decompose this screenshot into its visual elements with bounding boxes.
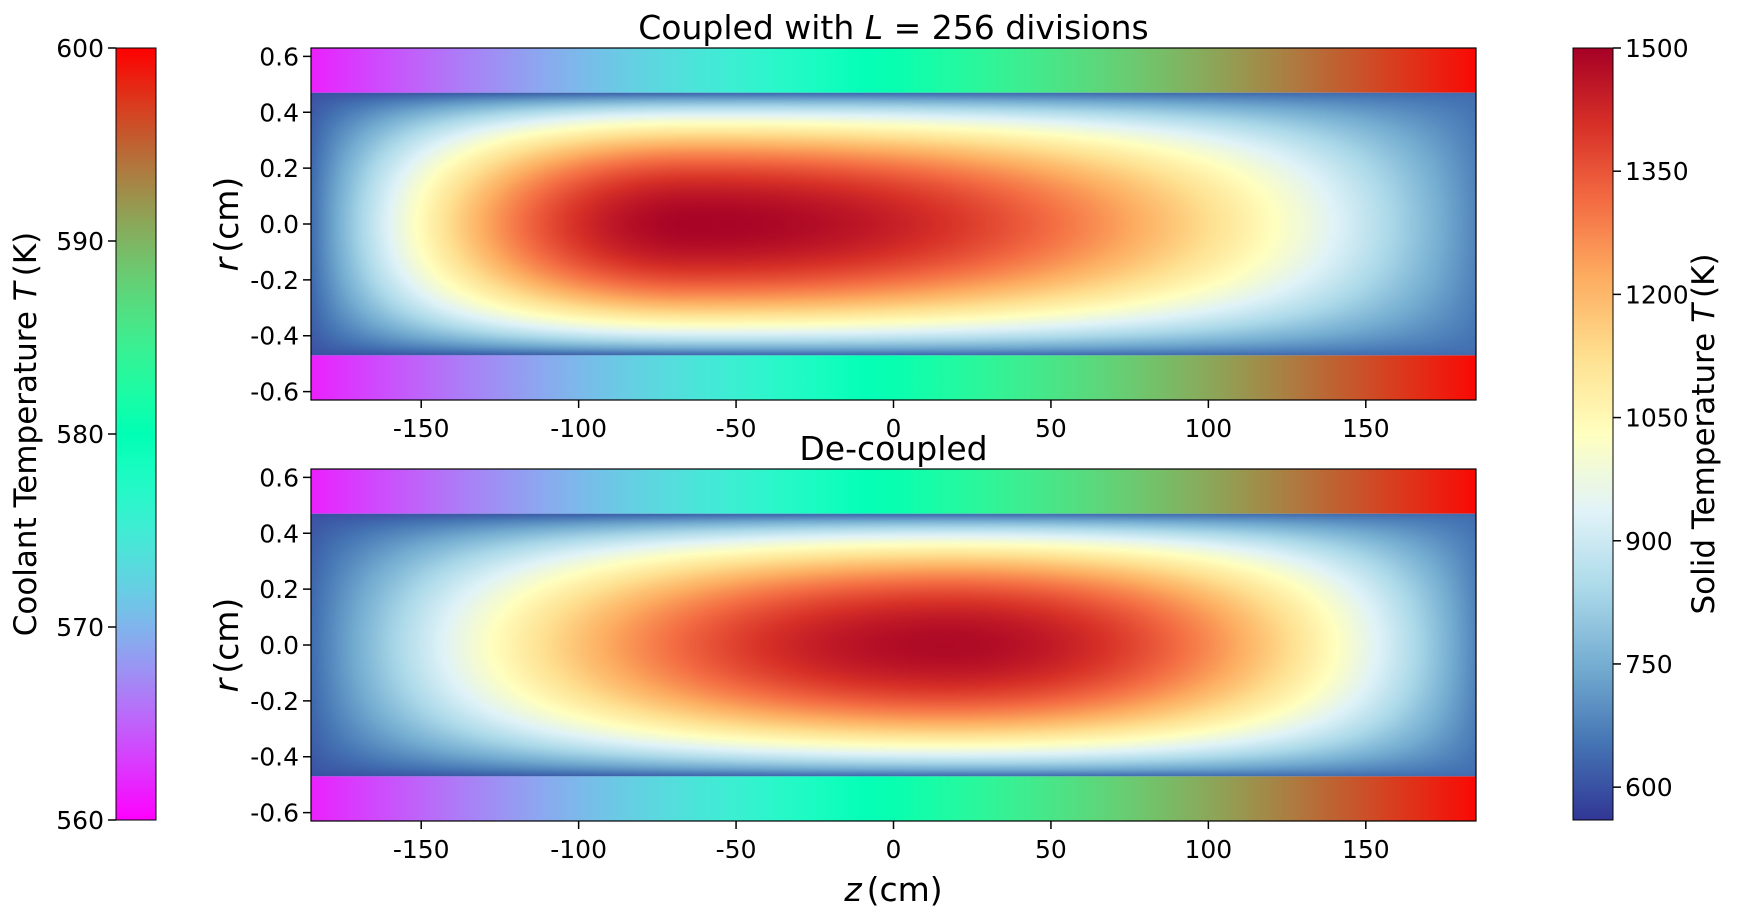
panel-title-text: Coupled with — [638, 8, 865, 47]
y-tick-label: 0.2 — [259, 154, 299, 183]
coolant-colorbar: 600 590 580 570 560 Coolant Temperature T(K) — [8, 34, 157, 835]
y-axis-label: r (cm) — [207, 177, 246, 272]
solid-colorbar: 1500 1350 1200 1050 900 750 600 Solid Temperat… — [1572, 34, 1722, 821]
y-tick-label: 0.4 — [259, 98, 299, 127]
y-tick-label: -0.4 — [250, 322, 299, 351]
y-axis-variable: r — [207, 255, 246, 271]
x-axis-unit: (cm) — [867, 870, 943, 907]
panel-title: De-coupled — [799, 429, 987, 468]
x-tick-label: -150 — [393, 414, 450, 443]
colorbar-tick-label: 600 — [56, 34, 104, 63]
y-tick-label: -0.2 — [250, 266, 299, 295]
x-tick-label: 150 — [1342, 414, 1390, 443]
x-tick-label: 0 — [886, 835, 902, 864]
decoupled-panel: -150 -100 -50 0 50 100 150 0.6 0.4 0.2 0.0 -0.2 -0.4… — [207, 429, 1477, 907]
panel-title-text: De-coupled — [799, 429, 987, 468]
coolant-channel-bottom — [311, 355, 1476, 400]
panel-title-variable: L — [865, 8, 883, 47]
y-axis-unit: (cm) — [207, 177, 246, 253]
x-tick-label: -50 — [716, 414, 757, 443]
y-axis-label: r (cm) — [207, 598, 246, 693]
x-tick-label: -150 — [393, 835, 450, 864]
x-tick-label: 100 — [1185, 835, 1233, 864]
y-tick-label: -0.2 — [250, 687, 299, 716]
colorbar-tick-label: 900 — [1625, 527, 1673, 556]
x-axis-variable: z — [843, 870, 862, 907]
coolant-colorbar-gradient — [115, 47, 157, 821]
solid-colorbar-ticks: 1500 1350 1200 1050 900 750 600 — [1613, 34, 1689, 802]
x-tick-label: 50 — [1035, 414, 1067, 443]
coupled-panel: -150 -100 -50 0 50 100 150 0.6 0.4 0.2 0.0 -0.2 -0.4… — [207, 8, 1477, 443]
colorbar-tick-label: 570 — [56, 613, 104, 642]
y-tick-label: 0.0 — [259, 210, 299, 239]
panel-title: Coupled with L = 256 divisions — [638, 8, 1149, 47]
coolant-channel-bottom — [311, 776, 1476, 821]
x-tick-label: 0 — [886, 414, 902, 443]
colorbar-tick-label: 560 — [56, 806, 104, 835]
colorbar-tick-label: 590 — [56, 227, 104, 256]
coolant-channel-top — [311, 48, 1476, 93]
y-axis-variable: r — [207, 676, 246, 692]
coolant-colorbar-ticks: 600 590 580 570 560 — [56, 34, 116, 835]
panel-title-suffix: = 256 divisions — [883, 8, 1149, 47]
colorbar-tick-label: 580 — [56, 420, 104, 449]
y-tick-label: 0.0 — [259, 631, 299, 660]
y-tick-label: 0.2 — [259, 575, 299, 604]
solid-temperature-field — [311, 513, 1476, 777]
y-tick-label: -0.6 — [250, 378, 299, 407]
colorbar-tick-label: 600 — [1625, 773, 1673, 802]
x-tick-label: -50 — [716, 835, 757, 864]
colorbar-tick-label: 1350 — [1625, 157, 1689, 186]
x-tick-label: -100 — [550, 414, 607, 443]
y-tick-label: 0.4 — [259, 519, 299, 548]
x-tick-label: 150 — [1342, 835, 1390, 864]
solid-colorbar-label: Solid Temperature T(K) — [1686, 253, 1722, 614]
y-tick-label: 0.6 — [259, 42, 299, 71]
y-axis-unit: (cm) — [207, 598, 246, 674]
y-tick-label: 0.6 — [259, 463, 299, 492]
colorbar-tick-label: 1050 — [1625, 404, 1689, 433]
solid-colorbar-gradient — [1572, 47, 1614, 821]
colorbar-tick-label: 1200 — [1625, 280, 1689, 309]
x-axis-label: z (cm) — [843, 870, 942, 907]
colorbar-tick-label: 750 — [1625, 650, 1673, 679]
coolant-channel-top — [311, 469, 1476, 514]
x-tick-label: 100 — [1185, 414, 1233, 443]
coolant-colorbar-label: Coolant Temperature T(K) — [8, 232, 44, 637]
y-tick-label: -0.4 — [250, 743, 299, 772]
solid-temperature-field — [311, 92, 1476, 356]
y-tick-label: -0.6 — [250, 799, 299, 828]
colorbar-tick-label: 1500 — [1625, 34, 1689, 63]
x-tick-label: 50 — [1035, 835, 1067, 864]
x-tick-label: -100 — [550, 835, 607, 864]
